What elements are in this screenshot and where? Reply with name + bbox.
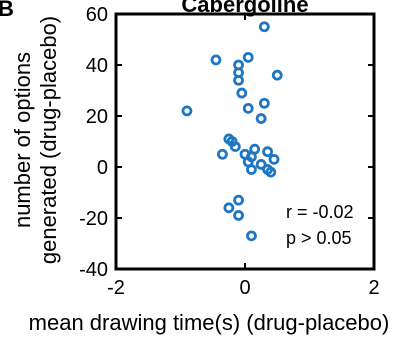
data-point	[233, 74, 244, 86]
data-point	[233, 210, 244, 221]
y-axis-label-line1: number of options	[10, 52, 35, 228]
x-tick-label: 2	[368, 277, 379, 299]
data-point	[233, 194, 244, 206]
annotation-r: r = -0.02	[286, 202, 354, 222]
data-point	[246, 164, 257, 175]
data-point	[265, 166, 277, 178]
x-tick-label: 0	[239, 277, 250, 299]
data-point	[223, 202, 235, 214]
y-tick-label: 60	[86, 4, 108, 26]
data-point	[268, 153, 280, 165]
data-point	[242, 102, 254, 114]
data-point	[262, 146, 273, 158]
y-tick-label: 20	[86, 106, 108, 128]
y-tick-label: -20	[79, 208, 108, 230]
data-point	[217, 148, 228, 160]
data-point	[242, 51, 254, 63]
data-point	[236, 87, 248, 99]
data-point	[246, 230, 257, 242]
data-point	[255, 113, 267, 124]
data-point	[271, 69, 283, 81]
y-tick-label: -40	[79, 259, 108, 281]
data-point	[255, 159, 267, 170]
panel-label: B	[0, 0, 14, 21]
x-axis-label: mean drawing time(s) (drug-placebo)	[29, 310, 390, 335]
annotation-p: p > 0.05	[286, 228, 352, 248]
y-tick-label: 0	[97, 157, 108, 179]
points-layer	[181, 21, 283, 242]
data-point	[258, 97, 270, 109]
data-point	[258, 21, 270, 33]
y-tick-label: 40	[86, 55, 108, 77]
y-axis-label-line2: generated (drug-placebo)	[36, 16, 61, 264]
plot-frame	[114, 12, 376, 271]
data-point	[210, 54, 222, 66]
data-point	[181, 105, 193, 117]
data-point	[229, 141, 241, 153]
x-tick-label: -2	[107, 277, 125, 299]
